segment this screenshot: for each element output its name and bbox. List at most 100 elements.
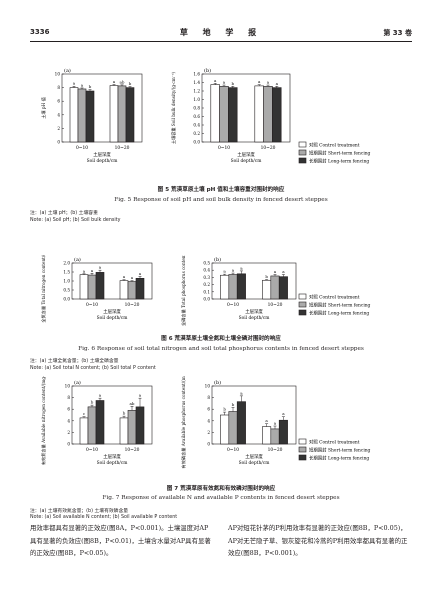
y-tick-label: 10 [205,384,211,389]
x-axis-label-en: Soil depth/cm [87,159,119,164]
bar [87,406,97,445]
y-tick-label: 10 [65,384,71,389]
significance-letter: a [240,390,243,395]
bar [77,88,87,143]
volume-label: 第 33 卷 [383,29,412,37]
legend-label: 长期围封 Long-term fencing [309,158,369,165]
bar [125,87,135,143]
significance-letter: a [282,269,285,274]
significance-letter: a [240,265,243,270]
bar [270,275,280,300]
bar [79,274,89,300]
y-tick-label: 4 [57,112,60,117]
significance-letter: a [139,393,142,398]
significance-letter: a [223,80,226,85]
bar [228,87,238,143]
bar [228,411,238,445]
fig7-panel-a: (a) 有效氮含量 Available nitrogen content/(mg·… [40,376,153,466]
significance-letter: a [81,82,84,87]
significance-letter: a [99,393,102,398]
y-tick-label: 1.4 [193,80,200,85]
legend-label: 长期围封 Long-term fencing [309,455,369,462]
legend-swatch [298,301,307,308]
x-tick-label: 10~20 [125,303,140,308]
bar [278,276,288,300]
fig6-caption-cn: 图 6 荒漠草原土壤全氮和土壤全磷对围封的响应 [161,336,281,342]
bar [95,272,105,300]
x-tick-label: 0~10 [227,303,239,308]
bar [220,414,230,445]
fig5-caption-cn: 图 5 荒漠草原土壤 pH 值和土壤容重对围封的响应 [157,187,285,193]
x-axis-label-cn: 土层深度 [245,308,263,315]
plot-frame [211,385,297,445]
significance-letter: a [214,78,217,83]
panel-label: (a) [64,67,71,74]
journal-title: 草 地 学 报 [179,27,263,37]
legend-swatch [298,157,307,164]
bar [272,87,282,143]
x-axis-label-cn: 土层深度 [237,151,255,158]
panel-label: (b) [204,67,211,74]
y-tick-label: 0.1 [203,289,210,294]
fig6-caption-en: Fig. 6 Response of soil total nitrogen a… [78,346,364,352]
legend-swatch [298,149,307,156]
significance-letter: a [274,421,277,426]
bar [85,90,95,143]
y-tick-label: 0.4 [203,268,210,273]
significance-letter: b [123,411,126,416]
fig7-note: 注：(a) 土壤有效氮含量；(b) 土壤有效磷含量 [30,509,129,514]
plot-frame [71,385,153,445]
significance-letter: a [131,275,134,280]
legend-swatch [298,141,307,148]
x-tick-label: 0~10 [86,303,98,308]
panel-label: (a) [74,256,81,263]
y-tick-label: 2 [207,430,210,435]
significance-letter: a [123,274,126,279]
significance-letter: a [73,81,76,86]
x-axis-label-en: Soil depth/cm [239,461,271,466]
y-tick-label: 6 [57,99,60,104]
y-tick-label: 2 [57,126,60,131]
bar [220,274,230,300]
bar [210,84,220,143]
bar [79,417,89,445]
fig6-panel-b: (b) 全磷含量 Total phosphorus content/(g·kg⁻¹… [180,255,297,326]
legend-swatch [298,293,307,300]
significance-letter: a [282,411,285,416]
bar [69,87,79,143]
y-tick-label: 1.2 [193,89,200,94]
y-axis-label: 土壤容重 Soil bulk density/(g·cm⁻³) [170,71,177,144]
significance-letter: a [83,268,86,273]
y-tick-label: 1.5 [63,270,70,275]
significance-letter: a [232,268,235,273]
bar [262,426,272,445]
y-tick-label: 2.0 [63,261,70,266]
y-tick-label: 1.0 [193,97,200,102]
y-axis-label: 有效氮含量 Available nitrogen content/(mg·kg⁻… [40,376,47,465]
y-tick-label: 8 [57,85,60,90]
significance-letter: a [99,265,102,270]
significance-letter: a [265,418,268,423]
bar [87,274,97,300]
significance-letter: a [258,79,261,84]
significance-letter: b [265,274,268,279]
x-axis-label-en: Soil depth/cm [97,316,129,321]
x-tick-label: 10~20 [268,448,283,453]
plot-frame [211,262,297,300]
y-tick-label: 0.3 [203,275,210,280]
x-axis-label-cn: 土层深度 [103,453,121,460]
legend-label: 短期围封 Short-term fencing [309,150,371,157]
running-header: 3336 草 地 学 报 第 33 卷 [30,27,412,40]
y-axis-label: 全磷含量 Total phosphorus content/(g·kg⁻¹) [180,255,187,326]
x-axis-label-cn: 土层深度 [93,151,111,158]
panel-label: (b) [214,379,221,386]
bar [127,410,137,445]
y-axis-label: 土壤 pH 值 [40,97,47,119]
bar [228,274,238,300]
legend-label: 对照 Control treatment [309,294,360,301]
y-tick-label: 0.5 [63,288,70,293]
fig6-panel-a: (a) 全氮含量 Total nitrogen content/(g·kg⁻¹) 0… [40,255,153,323]
y-tick-label: 0.6 [193,114,200,119]
